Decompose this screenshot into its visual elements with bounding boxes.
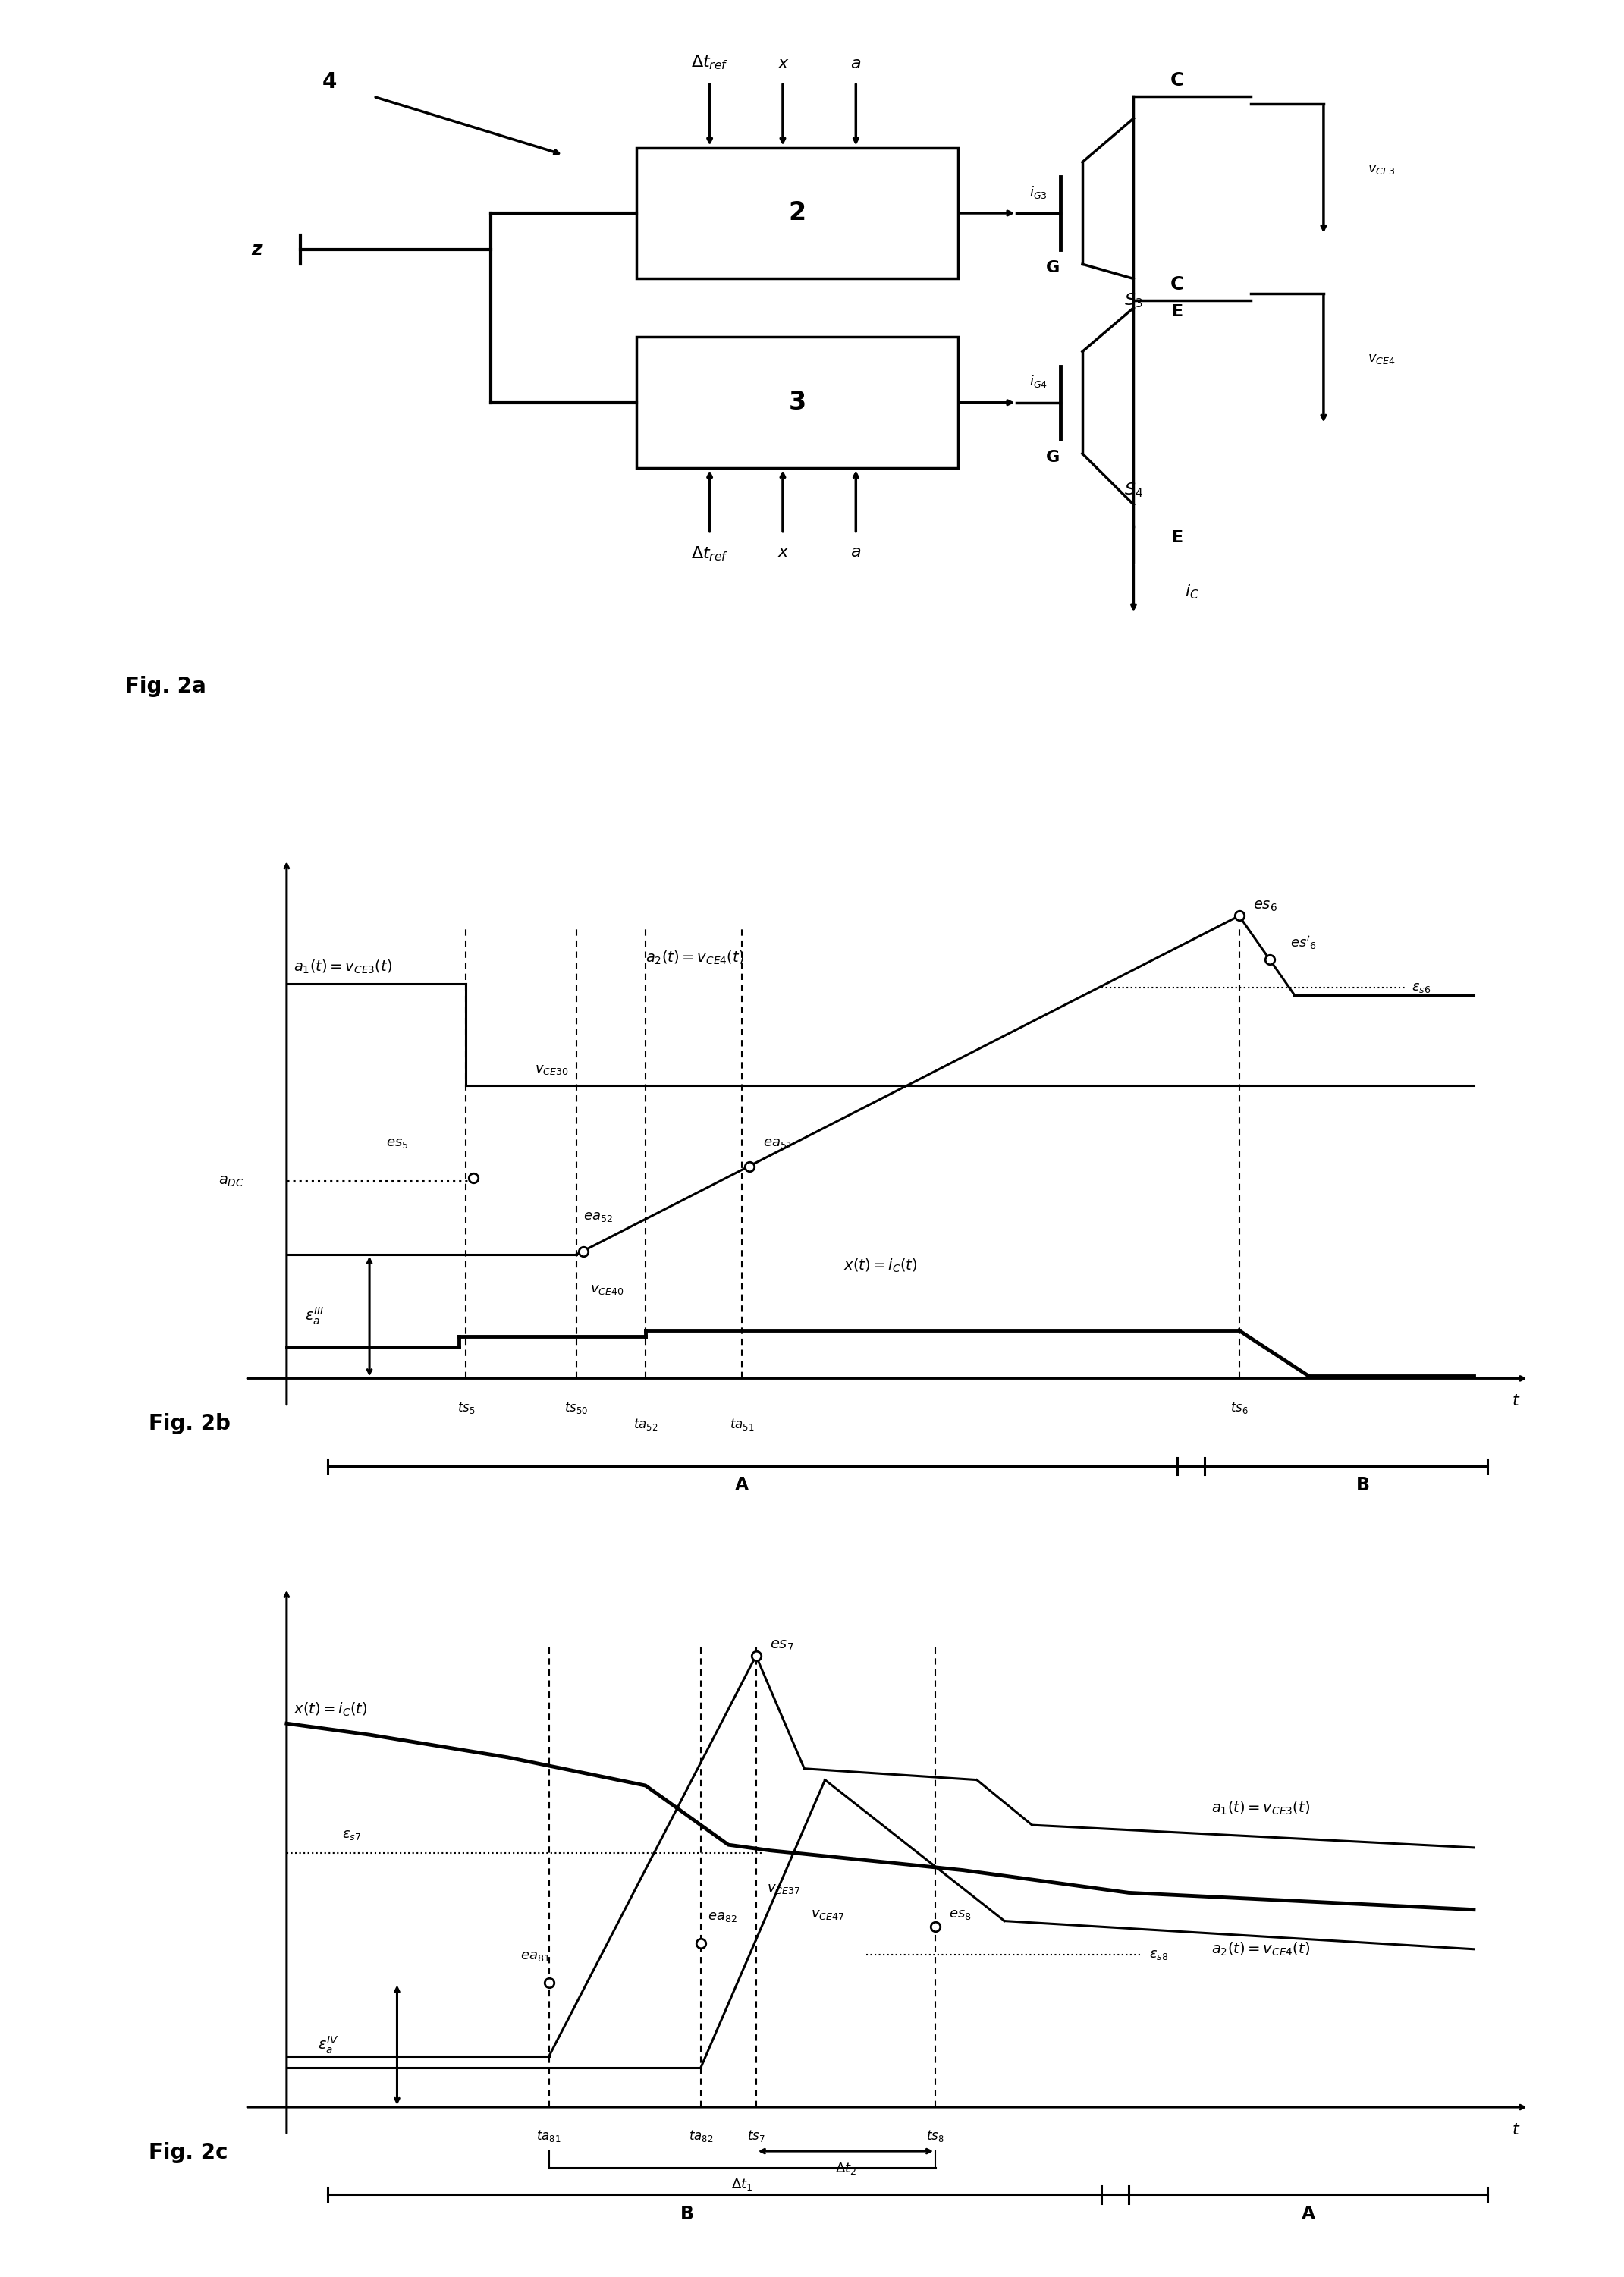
Text: $v_{CE47}$: $v_{CE47}$ — [812, 1908, 844, 1922]
Text: $ta_{52}$: $ta_{52}$ — [633, 1416, 658, 1432]
Text: $\varepsilon_{s6}$: $\varepsilon_{s6}$ — [1411, 981, 1431, 995]
Text: $ta_{81}$: $ta_{81}$ — [536, 2129, 562, 2143]
Text: $S_4$: $S_4$ — [1124, 480, 1143, 499]
Text: $a_1(t) = v_{CE3}(t)$: $a_1(t) = v_{CE3}(t)$ — [1212, 1799, 1311, 1817]
Text: B: B — [1356, 1475, 1371, 1494]
Text: $es_6$: $es_6$ — [1254, 899, 1276, 913]
Text: 4: 4 — [322, 71, 338, 93]
Text: $ts_6$: $ts_6$ — [1229, 1400, 1249, 1414]
Text: $\Delta t_{ref}$: $\Delta t_{ref}$ — [690, 52, 729, 71]
Text: z: z — [252, 241, 261, 260]
Text: a: a — [851, 544, 861, 560]
Text: $\varepsilon_{s8}$: $\varepsilon_{s8}$ — [1150, 1947, 1169, 1960]
Text: $i_C$: $i_C$ — [1184, 583, 1199, 601]
Text: $v_{CE40}$: $v_{CE40}$ — [591, 1282, 624, 1296]
Text: $ea_{51}$: $ea_{51}$ — [763, 1136, 793, 1150]
Text: x: x — [778, 57, 788, 71]
Text: 3: 3 — [789, 389, 806, 414]
Bar — [637, 337, 958, 469]
Text: A: A — [736, 1475, 749, 1494]
Text: G: G — [1046, 451, 1060, 465]
Text: A: A — [1301, 2204, 1315, 2222]
Text: $v_{CE30}$: $v_{CE30}$ — [536, 1063, 568, 1077]
Text: Fig. 2c: Fig. 2c — [149, 2143, 227, 2163]
Text: $x(t) = i_C(t)$: $x(t) = i_C(t)$ — [843, 1257, 918, 1275]
Text: B: B — [680, 2204, 693, 2222]
Text: $a_{DC}$: $a_{DC}$ — [219, 1175, 244, 1189]
Text: $i_{G4}$: $i_{G4}$ — [1030, 373, 1047, 389]
Text: a: a — [851, 57, 861, 71]
Text: Fig. 2a: Fig. 2a — [125, 676, 206, 697]
Text: $\varepsilon_a^{III}$: $\varepsilon_a^{III}$ — [305, 1307, 323, 1327]
Text: 2: 2 — [789, 200, 806, 225]
Text: t: t — [1512, 2122, 1518, 2138]
Text: $v_{CE4}$: $v_{CE4}$ — [1367, 353, 1395, 367]
Text: G: G — [1046, 260, 1060, 276]
Text: $\Delta t_{ref}$: $\Delta t_{ref}$ — [690, 544, 729, 562]
Text: $ts_8$: $ts_8$ — [926, 2129, 945, 2143]
Text: $\Delta t_1$: $\Delta t_1$ — [731, 2177, 754, 2193]
Text: $es_5$: $es_5$ — [387, 1136, 408, 1150]
Text: $ta_{82}$: $ta_{82}$ — [689, 2129, 713, 2143]
Text: $ta_{51}$: $ta_{51}$ — [729, 1416, 755, 1432]
Text: $es_7$: $es_7$ — [770, 1639, 794, 1653]
Text: E: E — [1171, 305, 1184, 319]
Text: $\varepsilon_{s7}$: $\varepsilon_{s7}$ — [343, 1828, 361, 1842]
Text: C: C — [1171, 71, 1184, 89]
Text: $x(t) = i_C(t)$: $x(t) = i_C(t)$ — [294, 1701, 367, 1717]
Text: $ts_7$: $ts_7$ — [747, 2129, 765, 2143]
Text: $es_8$: $es_8$ — [948, 1908, 971, 1922]
Text: E: E — [1171, 531, 1184, 544]
Text: $a_2(t) = v_{CE4}(t)$: $a_2(t) = v_{CE4}(t)$ — [1212, 1940, 1311, 1958]
Text: C: C — [1171, 276, 1184, 294]
Text: $ea_{81}$: $ea_{81}$ — [520, 1949, 551, 1963]
Text: $es'_6$: $es'_6$ — [1289, 934, 1317, 952]
Text: $i_{G3}$: $i_{G3}$ — [1030, 184, 1047, 200]
Text: $ea_{52}$: $ea_{52}$ — [583, 1209, 612, 1223]
Text: t: t — [1512, 1394, 1518, 1409]
Text: $S_3$: $S_3$ — [1124, 291, 1143, 310]
Text: $\Delta t_2$: $\Delta t_2$ — [835, 2161, 856, 2177]
Text: x: x — [778, 544, 788, 560]
Text: $ea_{82}$: $ea_{82}$ — [708, 1910, 737, 1924]
Bar — [637, 148, 958, 278]
Text: $ts_{50}$: $ts_{50}$ — [565, 1400, 588, 1414]
Text: $a_1(t) = v_{CE3}(t)$: $a_1(t) = v_{CE3}(t)$ — [294, 959, 393, 975]
Text: $v_{CE37}$: $v_{CE37}$ — [767, 1881, 801, 1894]
Text: $\varepsilon_a^{IV}$: $\varepsilon_a^{IV}$ — [318, 2036, 338, 2056]
Text: $a_2(t) = v_{CE4}(t)$: $a_2(t) = v_{CE4}(t)$ — [645, 950, 744, 968]
Text: $ts_5$: $ts_5$ — [458, 1400, 474, 1414]
Text: Fig. 2b: Fig. 2b — [149, 1414, 231, 1435]
Text: $v_{CE3}$: $v_{CE3}$ — [1367, 162, 1395, 175]
